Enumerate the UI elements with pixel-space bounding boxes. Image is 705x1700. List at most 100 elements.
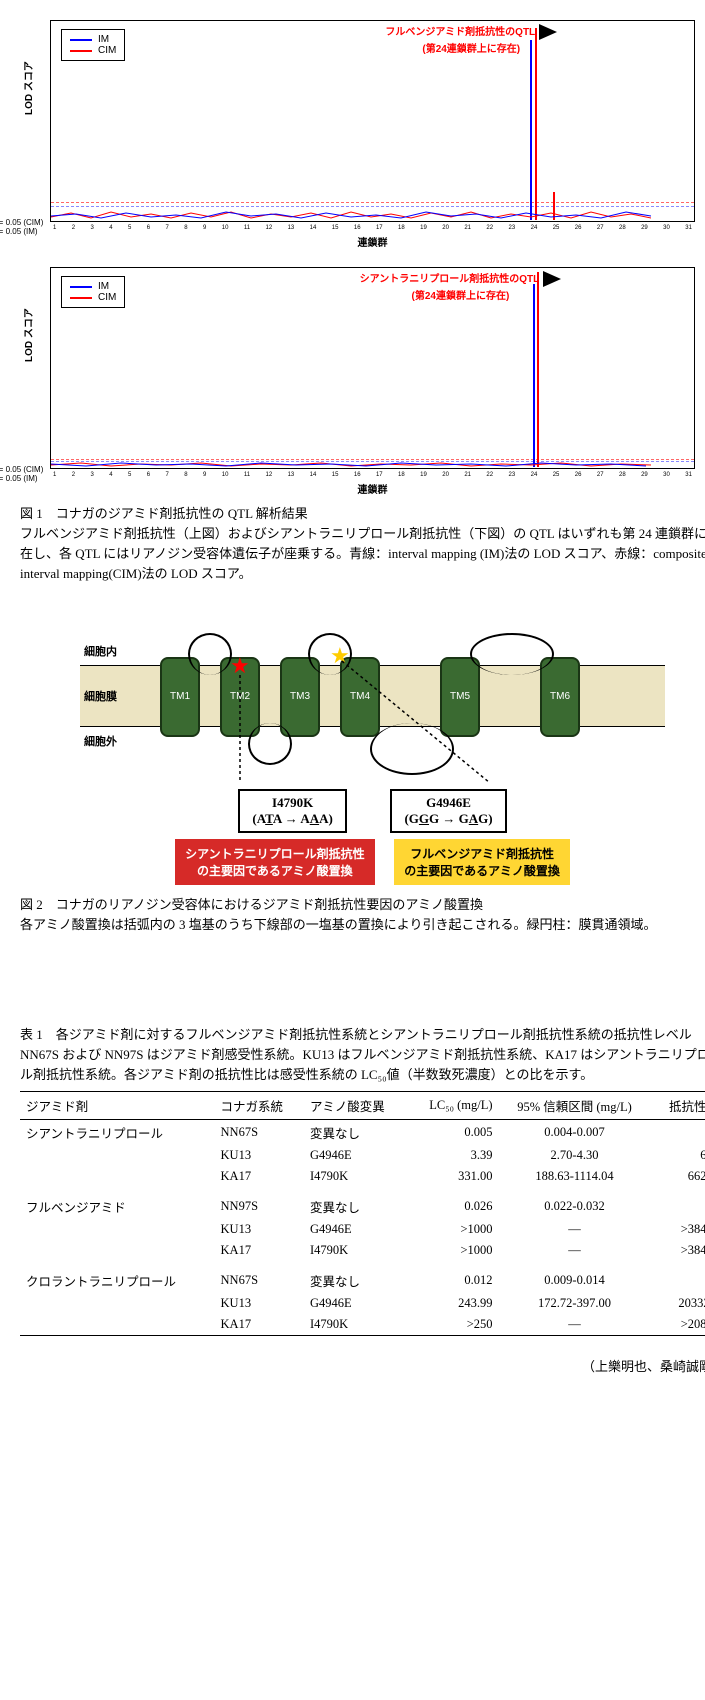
p-cim: p = 0.05 (CIM) <box>0 218 43 228</box>
annot-l1: フルベンジアミド剤抵抗性のQTL <box>385 27 535 38</box>
chart1-ylabel: LOD スコア <box>20 61 35 115</box>
chart2-plot: IM CIM シアントラニリプロール剤抵抗性のQTL (第24連鎖群上に存在) … <box>50 267 695 469</box>
noise-svg <box>51 461 651 467</box>
table-cell: NN67S <box>215 1261 304 1293</box>
table-section: 表 1 各ジアミド剤に対するフルベンジアミド剤抵抗性系統とシアントラニリプロール… <box>20 1025 705 1336</box>
table-cell: >38461 <box>650 1219 705 1240</box>
arrow-icon <box>543 271 561 287</box>
table-cell <box>20 1240 215 1261</box>
legend-im: IM <box>98 34 109 45</box>
table-cell: 331.00 <box>408 1166 498 1187</box>
p-im: p = 0.05 (IM) <box>0 227 43 237</box>
table-cell: KA17 <box>215 1166 304 1187</box>
table-cell: 0.004-0.007 <box>499 1120 651 1146</box>
table-cell: KA17 <box>215 1240 304 1261</box>
mut-box-1: I4790K (ATA → AAA) <box>238 789 346 833</box>
table-cell: 0.005 <box>408 1120 498 1146</box>
annot-l1: シアントラニリプロール剤抵抗性のQTL <box>360 274 540 285</box>
chart-1: LOD スコア p = 0.05 (CIM) p = 0.05 (IM) IM … <box>50 20 695 249</box>
chart2-xlabel: 連鎖群 <box>50 481 695 496</box>
chart2-ylabel: LOD スコア <box>20 308 35 362</box>
table-cell: — <box>499 1240 651 1261</box>
table-cell: >1000 <box>408 1240 498 1261</box>
table-cell: 変異なし <box>304 1120 408 1146</box>
yellow-banner: フルベンジアミド剤抵抗性 の主要因であるアミノ酸置換 <box>394 839 570 885</box>
chart2-xticks: 1234567891011121314151617181920212223242… <box>51 472 694 478</box>
table-row: KU13G4946E>1000—>38461 <box>20 1219 705 1240</box>
table-row: KU13G4946E243.99172.72-397.0020332.5 <box>20 1293 705 1314</box>
table-row: KA17I4790K>1000—>38461 <box>20 1240 705 1261</box>
table-caption: 表 1 各ジアミド剤に対するフルベンジアミド剤抵抗性系統とシアントラニリプロール… <box>20 1025 705 1085</box>
table-cell: KU13 <box>215 1145 304 1166</box>
mut-box-2: G4946E (GGG → GAG) <box>390 789 506 833</box>
table-row: KU13G4946E3.392.70-4.30678 <box>20 1145 705 1166</box>
threshold-im <box>51 206 694 207</box>
star-icon: ★ <box>330 643 350 669</box>
legend-cim: CIM <box>98 292 116 303</box>
peak-cim <box>535 28 537 220</box>
peak-cim <box>537 272 539 467</box>
table-cell: — <box>499 1219 651 1240</box>
table-row: クロラントラニリプロールNN67S変異なし0.0120.009-0.0141 <box>20 1261 705 1293</box>
label-intracellular: 細胞内 <box>84 643 117 659</box>
table-cell: 66200 <box>650 1166 705 1187</box>
table-cell: G4946E <box>304 1145 408 1166</box>
fig2-caption-title: 図 2 コナガのリアノジン受容体におけるジアミド剤抵抗性要因のアミノ酸置換 <box>20 897 483 912</box>
th-ci: 95% 信頼区間 (mg/L) <box>499 1092 651 1120</box>
label-membrane: 細胞膜 <box>84 688 117 704</box>
resistance-table: ジアミド剤 コナガ系統 アミノ酸変異 LC₅₀ (mg/L) 95% 信頼区間 … <box>20 1091 705 1336</box>
authors: （上樂明也、桑崎誠剛） <box>20 1356 705 1375</box>
table-cell: 1 <box>650 1261 705 1293</box>
table-cell: I4790K <box>304 1166 408 1187</box>
table-header-row: ジアミド剤 コナガ系統 アミノ酸変異 LC₅₀ (mg/L) 95% 信頼区間 … <box>20 1092 705 1120</box>
star-icon: ★ <box>230 653 250 679</box>
chart2-annotation: シアントラニリプロール剤抵抗性のQTL (第24連鎖群上に存在) <box>360 270 562 302</box>
th-drug: ジアミド剤 <box>20 1092 215 1120</box>
peak-im <box>533 284 535 467</box>
red-l2: の主要因であるアミノ酸置換 <box>197 864 353 878</box>
chart1-xticks: 1234567891011121314151617181920212223242… <box>51 225 694 231</box>
table-cell: 変異なし <box>304 1261 408 1293</box>
loop-icon <box>248 723 292 765</box>
loop-icon <box>470 633 554 675</box>
chart1-xlabel: 連鎖群 <box>50 234 695 249</box>
table-cell: I4790K <box>304 1240 408 1261</box>
yel-l1: フルベンジアミド剤抵抗性 <box>410 847 554 861</box>
table-cell <box>20 1166 215 1187</box>
table-cell: NN67S <box>215 1120 304 1146</box>
loop-icon <box>370 723 454 775</box>
table-cell: 0.012 <box>408 1261 498 1293</box>
table-cell: クロラントラニリプロール <box>20 1261 215 1293</box>
chart2-p-labels: p = 0.05 (CIM) p = 0.05 (IM) <box>0 465 43 484</box>
table-row: KA17I4790K331.00188.63-1114.0466200 <box>20 1166 705 1187</box>
th-ratio: 抵抗性比 <box>650 1092 705 1120</box>
table-cell: >250 <box>408 1314 498 1336</box>
arrow-icon <box>539 24 557 40</box>
table-cell: 0.026 <box>408 1187 498 1219</box>
table-row: フルベンジアミドNN97S変異なし0.0260.022-0.0321 <box>20 1187 705 1219</box>
fig1-caption-title: 図 1 コナガのジアミド剤抵抗性の QTL 解析結果 <box>20 506 308 521</box>
table-cell: 20332.5 <box>650 1293 705 1314</box>
red-banner: シアントラニリプロール剤抵抗性 の主要因であるアミノ酸置換 <box>175 839 375 885</box>
yel-l2: の主要因であるアミノ酸置換 <box>404 864 560 878</box>
table-cell: KU13 <box>215 1219 304 1240</box>
table-cell: 0.022-0.032 <box>499 1187 651 1219</box>
th-strain: コナガ系統 <box>215 1092 304 1120</box>
table-cell: 変異なし <box>304 1187 408 1219</box>
chart2-legend: IM CIM <box>61 276 125 308</box>
fig2-caption: 図 2 コナガのリアノジン受容体におけるジアミド剤抵抗性要因のアミノ酸置換 各ア… <box>20 895 705 935</box>
p-cim: p = 0.05 (CIM) <box>0 465 43 475</box>
table-cell: KU13 <box>215 1293 304 1314</box>
fig1-caption: 図 1 コナガのジアミド剤抵抗性の QTL 解析結果 フルベンジアミド剤抵抗性（… <box>20 504 705 585</box>
tm4: TM4 <box>340 657 380 737</box>
table-cell: KA17 <box>215 1314 304 1336</box>
table-row: KA17I4790K>250—>20833 <box>20 1314 705 1336</box>
table-cell: 243.99 <box>408 1293 498 1314</box>
fig2-caption-body: 各アミノ酸置換は括弧内の 3 塩基のうち下線部の一塩基の置換により引き起こされる… <box>20 917 656 932</box>
table-cell: I4790K <box>304 1314 408 1336</box>
p-im: p = 0.05 (IM) <box>0 474 43 484</box>
mutation-boxes: I4790K (ATA → AAA) G4946E (GGG → GAG) <box>80 785 665 837</box>
table-row: シアントラニリプロールNN67S変異なし0.0050.004-0.0071 <box>20 1120 705 1146</box>
table-title: 表 1 各ジアミド剤に対するフルベンジアミド剤抵抗性系統とシアントラニリプロール… <box>20 1027 692 1042</box>
chart-2: LOD スコア p = 0.05 (CIM) p = 0.05 (IM) IM … <box>50 267 695 496</box>
